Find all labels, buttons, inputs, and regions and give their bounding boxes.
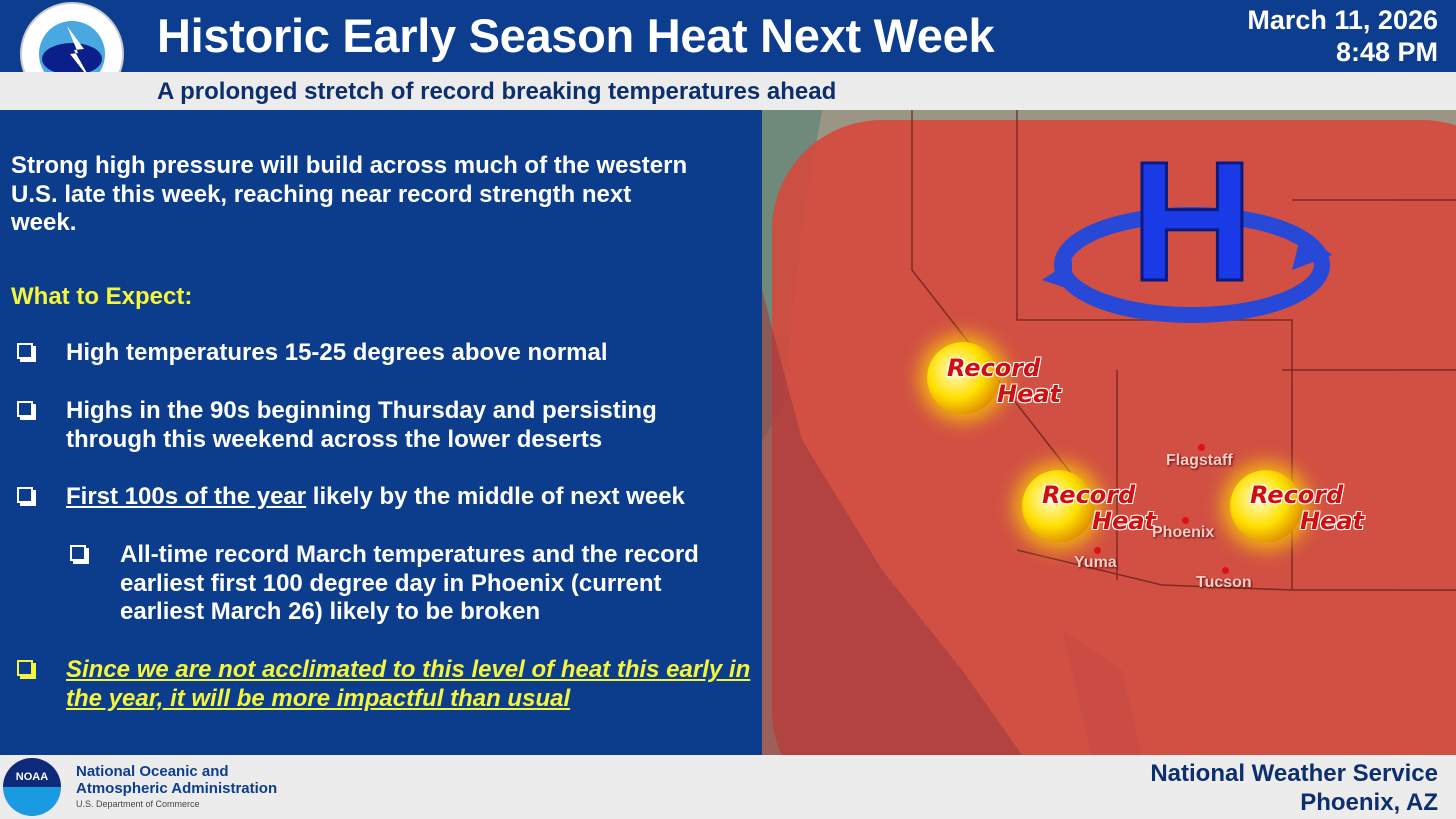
sun-icon [1022,470,1094,542]
badge-line2: Heat [1300,507,1365,535]
bullet-3-sub: All-time record March temperatures and t… [120,541,699,625]
checkbox-icon [17,487,36,506]
noaa-name-line2: Atmospheric Administration [76,780,278,797]
heat-map: H Record Heat Record Heat Record Heat Flags… [762,110,1456,755]
record-heat-badge: Record Heat [1250,482,1364,534]
office-line1: National Weather Service [1150,760,1438,787]
record-heat-badge: Record Heat [947,355,1061,407]
intro-text: Strong high pressure will build across m… [11,152,688,236]
issued-time: 8:48 PM [1335,37,1438,67]
bullet-1: High temperatures 15-25 degrees above no… [66,339,608,366]
issued-date: March 11, 2026 [1247,5,1438,35]
sun-icon [1230,470,1302,542]
badge-line2: Heat [1092,507,1157,535]
city-marker [1222,567,1229,574]
issued-datetime: March 11, 2026 8:48 PM [1247,4,1438,68]
bullet-2: Highs in the 90s beginning Thursday and … [66,397,657,453]
bullet-3-text: likely by the middle of next week [306,483,685,510]
dept-commerce: U.S. Department of Commerce [76,799,200,809]
city-phoenix: Phoenix [1152,524,1215,541]
city-marker [1182,517,1189,524]
heat-area [772,120,1456,755]
checkbox-icon [17,660,36,679]
header-bar: Historic Early Season Heat Next Week Mar… [0,0,1456,106]
checkbox-icon [17,401,36,420]
noaa-name: National Oceanic and Atmospheric Adminis… [76,763,277,797]
briefing-panel: Strong high pressure will build across m… [0,110,762,755]
high-pressure-icon: H [1042,130,1332,323]
subtitle: A prolonged stretch of record breaking t… [157,78,837,105]
expect-heading: What to Expect: [11,283,193,310]
bullet-3-underlined: First 100s of the year [66,483,307,510]
badge-line2: Heat [997,380,1062,408]
map-background [762,110,1456,755]
city-tucson: Tucson [1196,574,1252,591]
record-heat-badge: Record Heat [1042,482,1156,534]
city-marker [1198,444,1205,451]
checkbox-icon [17,343,36,362]
city-yuma: Yuma [1074,554,1117,571]
badge-line1: Record [1250,481,1344,509]
noaa-name-line1: National Oceanic and [76,763,229,780]
subtitle-bar: A prolonged stretch of record breaking t… [0,72,1456,110]
checkbox-icon [70,545,89,564]
office-line2: Phoenix, AZ [1300,789,1438,816]
footer-bar: NOAA National Oceanic and Atmospheric Ad… [0,755,1456,819]
bullet-3: First 100s of the year likely by the mid… [66,483,706,512]
page-title: Historic Early Season Heat Next Week [157,9,995,62]
city-flagstaff: Flagstaff [1166,452,1233,469]
sun-icon [927,342,999,414]
office-name: National Weather Service Phoenix, AZ [1150,759,1438,817]
city-marker [1094,547,1101,554]
badge-line1: Record [947,354,1041,382]
noaa-logo: NOAA [3,758,61,816]
bullet-4: Since we are not acclimated to this leve… [66,656,751,712]
high-pressure-label: H [1131,130,1254,317]
badge-line1: Record [1042,481,1136,509]
